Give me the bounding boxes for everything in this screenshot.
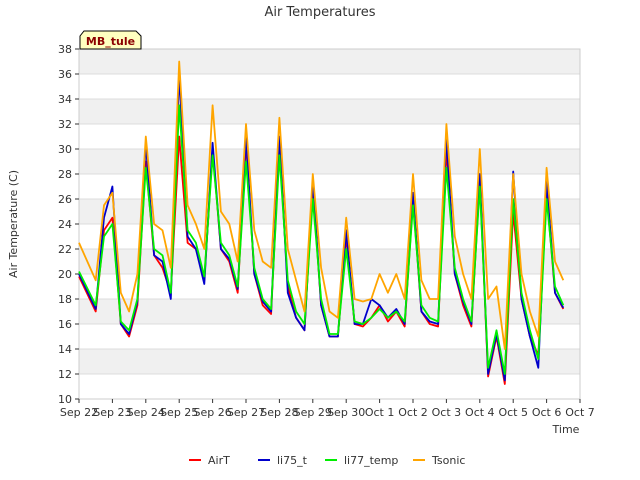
y-tick-label: 26 [58, 193, 72, 206]
plot-bands [79, 49, 580, 374]
x-tick-label: Oct 1 [365, 406, 395, 419]
x-tick-label: Sep 22 [60, 406, 98, 419]
y-tick-label: 18 [58, 293, 72, 306]
legend-label: Tsonic [431, 454, 465, 467]
y-tick-label: 32 [58, 118, 72, 131]
plot-band [79, 349, 580, 374]
x-tick-label: Sep 23 [93, 406, 131, 419]
y-tick-label: 28 [58, 168, 72, 181]
x-tick-label: Oct 7 [565, 406, 595, 419]
x-tick-label: Oct 2 [398, 406, 428, 419]
series-line-tsonic [78, 60, 565, 350]
chart-title: Air Temperatures [264, 5, 375, 20]
y-tick-label: 14 [58, 343, 72, 356]
plot-band [79, 49, 580, 74]
x-tick-label: Oct 6 [532, 406, 562, 419]
x-tick-label: Sep 24 [127, 406, 165, 419]
y-axis-label: Air Temperature (C) [7, 170, 20, 278]
x-tick-label: Oct 5 [498, 406, 528, 419]
x-axis-label: Time [552, 423, 580, 436]
x-tick-label: Sep 26 [193, 406, 231, 419]
y-tick-label: 36 [58, 68, 72, 81]
y-axis: 10 12 14 16 18 20 22 24 26 28 30 32 34 36 38 [58, 43, 79, 406]
y-tick-label: 30 [58, 143, 72, 156]
x-tick-label: Sep 30 [327, 406, 365, 419]
y-tick-label: 34 [58, 93, 72, 106]
plot-band [79, 149, 580, 174]
y-tick-label: 10 [58, 393, 72, 406]
x-tick-label: Sep 27 [227, 406, 265, 419]
x-tick-label: Sep 28 [260, 406, 298, 419]
series-line-li77-temp [78, 104, 565, 375]
plot-band [79, 99, 580, 124]
legend: AirT li75_t li77_temp Tsonic [189, 454, 465, 467]
y-tick-label: 16 [58, 318, 72, 331]
y-tick-label: 38 [58, 43, 72, 56]
y-tick-label: 24 [58, 218, 72, 231]
plot-band [79, 199, 580, 224]
site-label: MB_tule [86, 35, 135, 48]
x-tick-label: Sep 25 [160, 406, 198, 419]
x-tick-label: Oct 3 [432, 406, 462, 419]
legend-label: li77_temp [344, 454, 398, 467]
legend-label: AirT [208, 454, 230, 467]
y-tick-label: 22 [58, 243, 72, 256]
site-label-box: MB_tule [79, 30, 142, 50]
y-tick-label: 20 [58, 268, 72, 281]
legend-label: li75_t [277, 454, 308, 467]
y-tick-label: 12 [58, 368, 72, 381]
x-tick-label: Sep 29 [294, 406, 332, 419]
series-lines [78, 60, 565, 385]
x-tick-label: Oct 4 [465, 406, 495, 419]
